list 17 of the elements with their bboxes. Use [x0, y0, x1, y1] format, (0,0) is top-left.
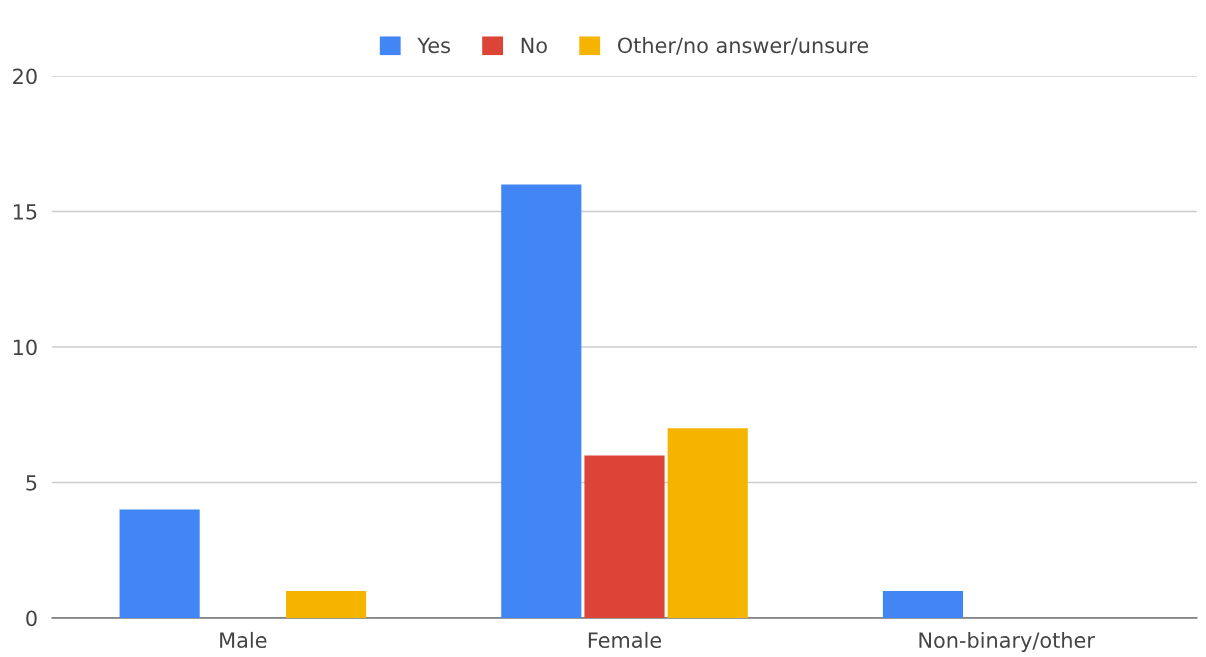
y-tick-label: 5 [26, 475, 37, 491]
bar [119, 509, 200, 618]
bar [501, 184, 582, 618]
y-tick-label: 0 [26, 610, 37, 627]
x-tick-label: Female [588, 631, 662, 649]
legend-label: No [521, 37, 547, 54]
x-tick-label: Non-binary/other [919, 631, 1095, 653]
legend-label: Other/no answer/unsure [617, 37, 869, 55]
bar [667, 428, 748, 618]
bar [584, 455, 665, 618]
y-tick-label: 20 [13, 68, 37, 85]
bar [882, 590, 964, 618]
legend-label: Yes [417, 37, 450, 54]
y-tick-label: 15 [13, 204, 37, 220]
bar [285, 590, 367, 618]
y-tick-label: 10 [13, 339, 37, 356]
x-tick-label: Male [220, 631, 267, 649]
